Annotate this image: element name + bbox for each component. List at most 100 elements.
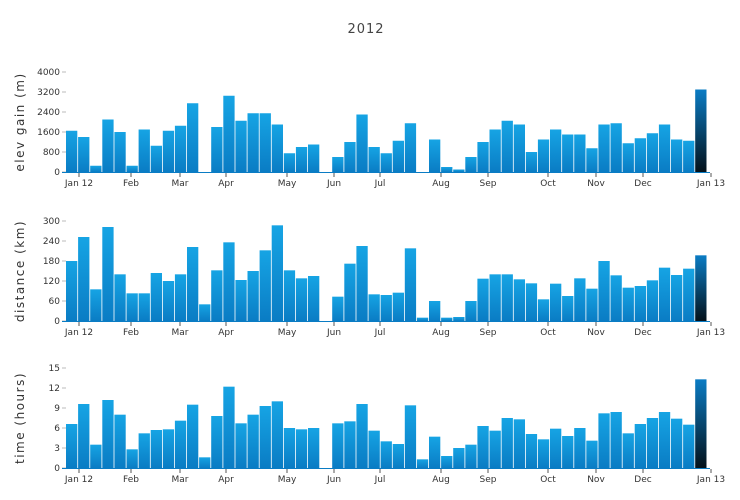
bar [66,424,78,468]
y-tick-label: 0 [54,317,60,327]
bar [332,423,344,468]
y-tick-label: 180 [43,257,60,267]
bar [162,429,175,468]
bar [429,139,441,172]
bar [658,124,671,172]
bar [465,444,477,468]
bar [344,263,356,321]
x-tick-label: Mar [172,475,189,485]
bar [332,296,344,321]
x-tick-label: Jul [374,475,386,485]
x-tick-label: Jan 12 [64,328,93,338]
bar [162,130,175,172]
bar [429,301,441,321]
x-tick-label: Dec [634,475,651,485]
x-tick-label: Jun [326,179,341,189]
bar [78,237,90,321]
bar [223,386,235,468]
bar [610,275,622,321]
bar [537,139,550,172]
x-tick-label: Jul [374,328,386,338]
bar [174,274,187,321]
x-tick-label: Dec [634,179,651,189]
y-tick-label: 0 [54,464,60,474]
x-tick-label: Sep [480,179,497,189]
x-tick-label: Mar [172,328,189,338]
bar [356,404,368,468]
bar [416,317,429,321]
bar [634,286,646,321]
bar [211,127,223,172]
bar [562,134,574,172]
y-tick-label: 12 [49,384,60,394]
bar [271,124,283,172]
x-tick-label: Nov [587,328,605,338]
bar [114,414,126,468]
bar [66,261,78,321]
bar [586,148,598,172]
bar [634,138,646,172]
bar [259,406,271,468]
y-tick-label: 0 [54,168,60,178]
bar [671,275,683,321]
bar [380,153,392,172]
bar [174,125,187,172]
bar [610,412,622,468]
y-tick-label: 60 [49,297,61,307]
bar [138,433,150,468]
bar [634,424,646,468]
bar [235,120,247,172]
x-tick-label: May [278,328,297,338]
bar [126,293,138,321]
bar [295,147,308,172]
bar [90,165,102,172]
bar [308,276,320,321]
bar [199,304,211,321]
bar [295,429,308,468]
bar [187,404,199,468]
bar [610,123,622,172]
y-tick-label: 300 [43,217,60,227]
bar [562,436,574,468]
bar [211,416,223,468]
y-tick-label: 4000 [37,68,60,78]
bar [598,413,610,468]
bar [453,317,465,321]
bar [404,405,417,468]
x-tick-label: Apr [218,179,234,189]
bar [162,281,175,321]
x-tick-label: Oct [540,179,556,189]
bar [622,287,634,321]
chart-panel-3: time (hours) 0 3 6 9 12 15 Jan 12 Feb Mar Apr May Ju… [13,364,725,485]
bar [574,278,586,321]
bar [150,273,162,321]
bar [259,113,271,172]
bar [114,274,126,321]
bar [368,147,380,172]
bar [513,124,525,172]
chart-panel-1: elev gain (m) 0 800 1600 2400 3200 4000 Jan 12 F… [13,68,725,189]
x-tick-label: Jan 13 [696,475,725,485]
bar [671,418,683,468]
bar [404,248,417,321]
y-tick-label: 240 [43,237,60,247]
bar [78,137,90,172]
y-tick-label: 9 [54,404,60,414]
bar [501,418,513,468]
bar [187,247,199,321]
bar [283,153,296,172]
bar [453,169,465,172]
bar [308,144,320,172]
bar [271,225,283,321]
bar [90,444,102,468]
bar [550,283,562,321]
bar [102,400,114,468]
y-tick-label: 3200 [37,88,60,98]
bar [344,142,356,172]
bar [525,283,538,321]
x-tick-label: Apr [218,328,234,338]
bar [683,424,695,468]
bar [114,132,126,172]
